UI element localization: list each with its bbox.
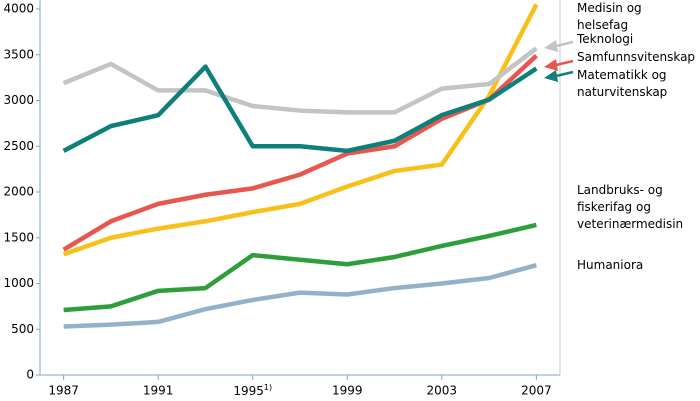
x-tick-label: 19951) bbox=[233, 383, 272, 398]
x-tick-label: 1987 bbox=[48, 384, 79, 398]
legend-label: Matematikk og naturvitenskap bbox=[577, 68, 668, 99]
arrow-shaft bbox=[555, 59, 574, 67]
y-tick-label: 3500 bbox=[3, 47, 34, 61]
legend-label: Landbruks- og fiskerifag og veterinærmed… bbox=[577, 183, 684, 231]
y-tick-label: 2500 bbox=[3, 139, 34, 153]
x-tick-label: 1999 bbox=[332, 384, 363, 398]
footnote-mark: 1) bbox=[264, 383, 272, 392]
x-tick-label: 1991 bbox=[143, 384, 174, 398]
series-line bbox=[62, 3, 539, 257]
arrow-head bbox=[544, 70, 558, 82]
x-tick-label-text: 1995 bbox=[233, 384, 264, 398]
legend-label: Medisin og helsefag bbox=[577, 1, 642, 32]
legend-label: Humaniora bbox=[577, 258, 644, 272]
y-tick-label: 4000 bbox=[3, 2, 34, 16]
arrow-shaft bbox=[555, 40, 574, 48]
x-tick-label: 2007 bbox=[521, 384, 552, 398]
series-line bbox=[63, 222, 537, 313]
y-tick-label: 3000 bbox=[3, 93, 34, 107]
legend-label: Teknologi bbox=[577, 32, 634, 46]
legend-label: Samfunnsvitenskap bbox=[577, 50, 696, 64]
arrow-shaft bbox=[555, 70, 574, 78]
series-line bbox=[63, 263, 537, 329]
y-tick-label: 0 bbox=[26, 368, 34, 382]
y-tick-label: 1000 bbox=[3, 276, 34, 290]
arrow-head bbox=[544, 59, 558, 71]
arrow-head bbox=[544, 40, 558, 52]
series-line bbox=[62, 46, 538, 115]
y-tick-label: 2000 bbox=[3, 185, 34, 199]
x-tick-label: 2003 bbox=[427, 384, 458, 398]
series-line bbox=[62, 54, 538, 252]
y-tick-label: 1500 bbox=[3, 230, 34, 244]
series-line bbox=[62, 64, 538, 154]
y-tick-label: 500 bbox=[11, 322, 34, 336]
